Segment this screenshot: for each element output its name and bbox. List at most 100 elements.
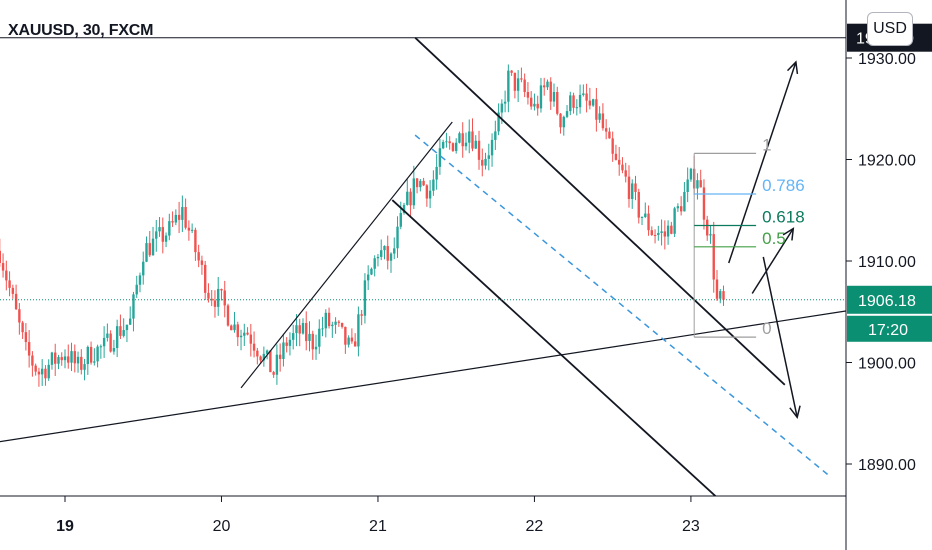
candle-body — [565, 111, 569, 117]
candle-body — [526, 92, 530, 98]
candle-body — [689, 168, 693, 180]
candle-body — [389, 253, 393, 261]
candle-body — [516, 78, 520, 91]
candle-body — [644, 213, 647, 217]
candle-body — [640, 216, 644, 218]
candle-body — [507, 70, 510, 102]
candle-body — [653, 234, 657, 236]
candle-body — [543, 85, 546, 88]
arrow-head — [786, 60, 799, 75]
candle-body — [595, 99, 598, 120]
candle-body — [422, 180, 425, 186]
candle-body — [76, 356, 80, 364]
price-tick-label: 1930.00 — [858, 51, 916, 68]
candle-body — [327, 312, 331, 327]
candle-body — [305, 323, 308, 341]
candle-body — [161, 227, 164, 242]
candle-body — [650, 230, 653, 235]
candle-body — [340, 322, 344, 327]
candle-body — [164, 235, 168, 242]
candle-body — [171, 221, 174, 223]
candle-body — [337, 321, 341, 323]
candle-body — [311, 333, 314, 350]
candle-body — [556, 92, 559, 114]
candle-body — [676, 206, 680, 209]
candle-body — [106, 333, 109, 338]
candle-body — [683, 191, 686, 212]
price-tick-label: 1920.00 — [858, 153, 916, 170]
candle-body — [438, 148, 442, 167]
candle-body — [252, 343, 256, 351]
time-tick-label: 23 — [682, 518, 700, 535]
candle-body — [249, 334, 253, 344]
candle-body — [278, 354, 282, 359]
candle-body — [386, 246, 389, 261]
candle-body — [428, 190, 432, 199]
candle-body — [292, 333, 295, 340]
candle-body — [203, 264, 207, 293]
candle-body — [441, 141, 445, 149]
candle-body — [432, 179, 435, 191]
candle-body — [256, 350, 259, 357]
candle-body — [334, 321, 337, 325]
candle-body — [233, 324, 236, 331]
candle-body — [549, 81, 552, 102]
candle-body — [197, 252, 200, 261]
candle-body — [239, 335, 243, 338]
candle-body — [383, 246, 386, 251]
countdown-text: 17:20 — [868, 322, 908, 339]
candle-body — [533, 103, 536, 107]
current-price-text: 1906.18 — [858, 293, 916, 310]
candle-body — [393, 248, 396, 254]
candle-body — [177, 214, 181, 220]
candle-body — [366, 274, 370, 281]
candle-body — [513, 72, 517, 91]
candle-body — [73, 351, 76, 364]
candle-body — [187, 227, 191, 231]
arrow-head — [782, 227, 795, 241]
candle-body — [673, 208, 676, 234]
candle-body — [285, 342, 288, 346]
candle-body — [471, 131, 474, 149]
candle-body — [497, 112, 500, 132]
candle-body — [37, 371, 41, 375]
currency-button[interactable]: USD — [867, 12, 913, 46]
candle-body — [145, 243, 148, 262]
candle-body — [158, 227, 161, 232]
candle-body — [217, 288, 220, 307]
candle-body — [370, 268, 373, 275]
candle-body — [399, 213, 402, 227]
candle-body — [666, 225, 670, 237]
candle-body — [184, 207, 187, 228]
candle-body — [477, 140, 481, 160]
candle-body — [702, 187, 706, 220]
candle-body — [552, 92, 556, 102]
candle-body — [148, 243, 151, 256]
candle-body — [546, 81, 549, 88]
trendline-2 — [240, 121, 453, 389]
candle-body — [347, 337, 350, 345]
channel-upper — [414, 37, 786, 386]
candle-body — [425, 185, 429, 199]
candle-body — [236, 324, 239, 338]
candle-body — [60, 357, 63, 361]
candle-body — [174, 214, 178, 223]
channel-midline — [414, 134, 829, 476]
channel-lower — [391, 199, 762, 539]
candle-body — [409, 191, 412, 206]
fibonacci-retracement[interactable]: 1 0.786 0.618 0.5 0 — [693, 135, 805, 338]
candle-body — [34, 365, 37, 372]
candle-body — [357, 314, 360, 347]
candle-body — [634, 183, 637, 192]
candle-body — [54, 352, 57, 364]
candle-body — [181, 207, 184, 220]
candle-body — [601, 113, 605, 129]
candle-body — [47, 364, 50, 379]
candle-body — [57, 357, 60, 364]
candle-body — [627, 176, 631, 200]
candle-body — [706, 219, 709, 236]
candle-body — [265, 350, 269, 354]
candles-layer — [0, 64, 725, 387]
